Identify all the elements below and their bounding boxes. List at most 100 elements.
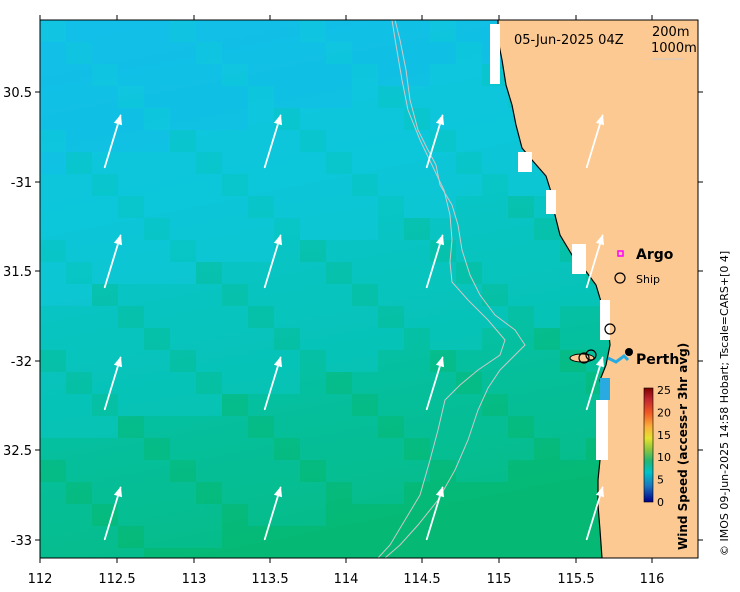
field-cell [92, 218, 118, 240]
field-cell [40, 174, 66, 196]
field-cell [456, 86, 482, 108]
field-cell [144, 548, 170, 558]
field-cell [196, 196, 222, 218]
field-cell [456, 240, 482, 262]
wind-arrow [263, 114, 283, 169]
field-cell [40, 42, 66, 64]
field-cell [40, 240, 66, 262]
field-cell [430, 526, 456, 548]
field-cell [560, 482, 586, 504]
wind-arrow [425, 486, 445, 541]
field-cell [508, 262, 534, 284]
coastal-gap [600, 300, 610, 340]
field-cell [378, 350, 404, 372]
field-cell [40, 218, 66, 240]
field-cell [248, 460, 274, 482]
field-cell [456, 504, 482, 526]
field-cell [248, 20, 274, 42]
field-cell [66, 130, 92, 152]
field-cell [66, 64, 92, 86]
field-cell [560, 504, 586, 526]
field-cell [430, 174, 456, 196]
field-cell [560, 548, 586, 558]
field-cell [508, 482, 534, 504]
field-cell [196, 328, 222, 350]
field-cell [248, 328, 274, 350]
field-cell [430, 262, 456, 284]
field-cell [66, 482, 92, 504]
field-cell [482, 86, 508, 108]
field-cell [430, 328, 456, 350]
field-cell [300, 504, 326, 526]
field-cell [326, 416, 352, 438]
field-cell [560, 328, 586, 350]
field-cell [378, 416, 404, 438]
field-cell [40, 108, 66, 130]
field-cell [222, 350, 248, 372]
x-tick-label: 113 [182, 572, 207, 587]
field-cell [196, 372, 222, 394]
field-cell [144, 438, 170, 460]
field-cell [144, 20, 170, 42]
field-cell [92, 350, 118, 372]
field-cell [92, 86, 118, 108]
field-cell [482, 108, 508, 130]
field-cell [196, 350, 222, 372]
field-cell [378, 174, 404, 196]
field-cell [92, 240, 118, 262]
field-cell [508, 240, 534, 262]
field-cell [274, 20, 300, 42]
field-cell [170, 460, 196, 482]
field-cell [534, 460, 560, 482]
field-cell [196, 130, 222, 152]
field-cell [430, 64, 456, 86]
field-cell [430, 416, 456, 438]
field-cell [40, 86, 66, 108]
field-cell [430, 218, 456, 240]
field-cell [326, 218, 352, 240]
field-cell [482, 416, 508, 438]
field-cell [378, 504, 404, 526]
field-cell [378, 284, 404, 306]
x-tick-label: 112 [28, 572, 53, 587]
field-cell [482, 504, 508, 526]
field-cell [352, 42, 378, 64]
field-cell [222, 174, 248, 196]
perth-dot [625, 348, 633, 356]
field-cell [326, 328, 352, 350]
field-cell [300, 196, 326, 218]
field-cell [482, 548, 508, 558]
field-cell [222, 394, 248, 416]
field-cell [508, 284, 534, 306]
field-cell [300, 482, 326, 504]
field-cell [456, 438, 482, 460]
field-cell [404, 174, 430, 196]
field-cell [404, 42, 430, 64]
field-cell [430, 86, 456, 108]
field-cell [274, 526, 300, 548]
field-cell [456, 108, 482, 130]
ship-legend-label: Ship [636, 273, 660, 286]
field-cell [196, 86, 222, 108]
field-cell [508, 548, 534, 558]
field-cell [92, 548, 118, 558]
field-cell [92, 504, 118, 526]
field-cell [430, 394, 456, 416]
field-cell [40, 504, 66, 526]
field-cell [560, 526, 586, 548]
field-cell [378, 20, 404, 42]
field-cell [378, 482, 404, 504]
field-cell [456, 482, 482, 504]
field-cell [430, 152, 456, 174]
field-cell [404, 196, 430, 218]
colorbar-ticks: 25 20 15 10 5 0 [657, 384, 671, 509]
field-cell [222, 416, 248, 438]
field-cell [248, 482, 274, 504]
field-cell [222, 152, 248, 174]
field-cell [482, 438, 508, 460]
field-cell [352, 460, 378, 482]
field-cell [300, 548, 326, 558]
field-cell [482, 526, 508, 548]
field-cell [300, 372, 326, 394]
field-cell [222, 460, 248, 482]
